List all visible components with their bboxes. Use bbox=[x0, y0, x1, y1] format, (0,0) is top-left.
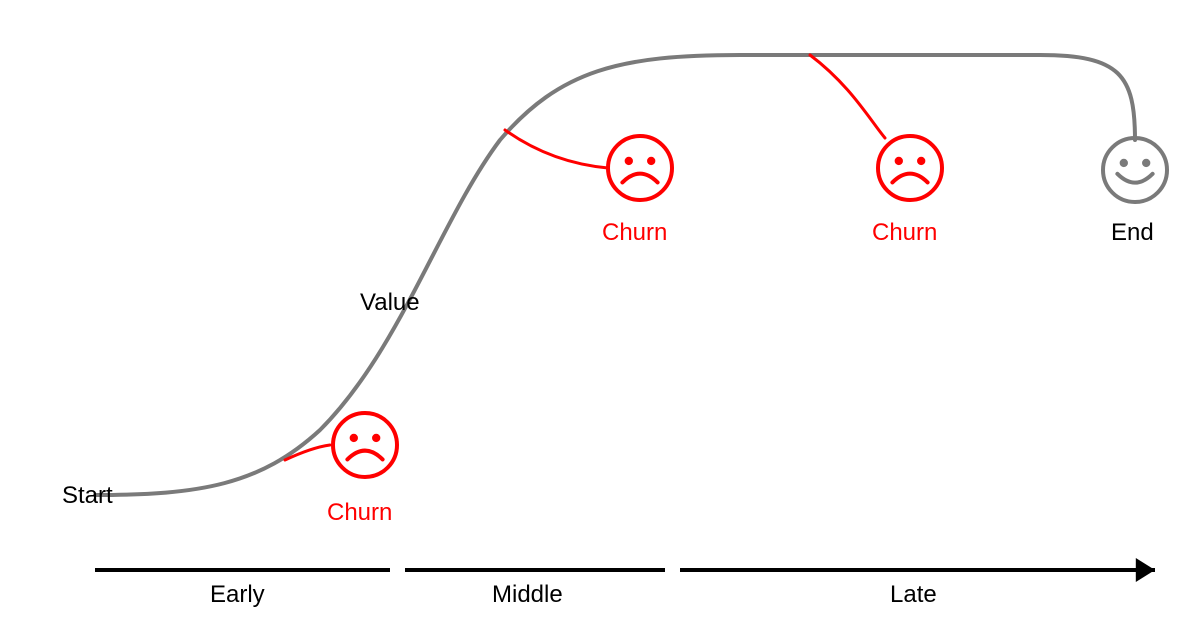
churn-label: Churn bbox=[327, 499, 392, 526]
churn-branch bbox=[810, 55, 885, 138]
sad-face-mouth bbox=[622, 174, 657, 183]
churn-label: Churn bbox=[602, 219, 667, 246]
sad-face-icon bbox=[333, 413, 397, 477]
happy-face-icon bbox=[1103, 138, 1167, 202]
sad-face-eye bbox=[917, 157, 925, 165]
end-label: End bbox=[1111, 219, 1154, 246]
sad-face-eye bbox=[895, 157, 903, 165]
happy-face-eye bbox=[1120, 159, 1128, 167]
value-label: Value bbox=[360, 289, 420, 316]
axis-label: Late bbox=[890, 581, 937, 608]
value-curve bbox=[95, 55, 1135, 495]
axis-label: Middle bbox=[492, 581, 563, 608]
start-label: Start bbox=[62, 482, 113, 509]
sad-face-mouth bbox=[347, 451, 382, 460]
sad-face-mouth bbox=[892, 174, 927, 183]
sad-face-eye bbox=[350, 434, 358, 442]
sad-face-icon bbox=[608, 136, 672, 200]
happy-face-mouth bbox=[1117, 174, 1152, 183]
sad-face-eye bbox=[647, 157, 655, 165]
happy-face-eye bbox=[1142, 159, 1150, 167]
sad-face-eye bbox=[372, 434, 380, 442]
churn-label: Churn bbox=[872, 219, 937, 246]
sad-face-eye bbox=[625, 157, 633, 165]
axis-arrowhead-icon bbox=[1136, 558, 1155, 582]
axis-label: Early bbox=[210, 581, 265, 608]
churn-branch bbox=[505, 130, 608, 168]
sad-face-icon bbox=[878, 136, 942, 200]
